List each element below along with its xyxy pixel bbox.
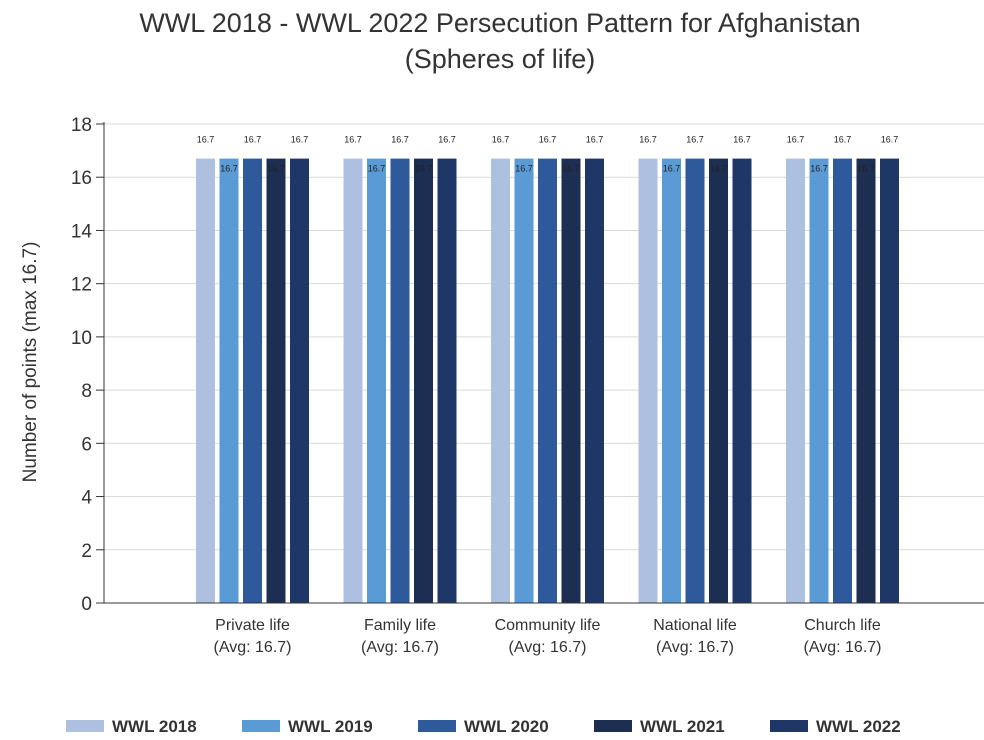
bar — [638, 158, 658, 603]
data-label: 16.7 — [586, 135, 604, 145]
data-label: 16.7 — [663, 164, 681, 174]
legend-label: WWL 2019 — [288, 717, 373, 736]
data-label: 16.7 — [733, 135, 751, 145]
y-tick-label: 4 — [81, 488, 92, 509]
x-tick-sublabel: (Avg: 16.7) — [804, 639, 882, 656]
legend-label: WWL 2021 — [640, 717, 725, 736]
data-label: 16.7 — [391, 135, 409, 145]
bar — [390, 158, 410, 603]
bar — [196, 158, 215, 603]
data-label: 16.7 — [344, 135, 362, 145]
x-tick-sublabel: (Avg: 16.7) — [361, 639, 439, 656]
x-tick-sublabel: (Avg: 16.7) — [214, 639, 292, 656]
bar — [437, 158, 457, 603]
data-label: 16.7 — [857, 164, 875, 174]
data-label: 16.7 — [539, 135, 557, 145]
legend-item[interactable]: WWL 2020 — [418, 717, 549, 736]
data-label: 16.7 — [492, 135, 510, 145]
chart-title: WWL 2018 - WWL 2022 Persecution Pattern … — [139, 8, 860, 38]
data-label: 16.7 — [810, 164, 828, 174]
legend-swatch — [418, 720, 456, 732]
y-tick-label: 10 — [71, 328, 92, 349]
legend-item[interactable]: WWL 2021 — [594, 717, 725, 736]
bar — [290, 158, 309, 603]
x-tick-label: Family life — [364, 617, 436, 634]
chart-subtitle: (Spheres of life) — [405, 44, 596, 74]
legend-item[interactable]: WWL 2019 — [242, 717, 373, 736]
bar — [343, 158, 363, 603]
bar — [219, 158, 239, 603]
bar — [243, 158, 262, 603]
axes: 0 2 4 6 8 10 12 14 16 18 — [71, 115, 984, 615]
data-label: 16.7 — [787, 135, 805, 145]
x-tick-sublabel: (Avg: 16.7) — [656, 639, 734, 656]
x-tick-labels: Private life (Avg: 16.7) Family life (Avg: … — [214, 617, 882, 656]
x-tick-label: Church life — [804, 617, 881, 634]
bar — [367, 158, 386, 603]
data-label: 16.7 — [710, 164, 728, 174]
data-label: 16.7 — [291, 135, 309, 145]
y-tick-label: 8 — [81, 381, 92, 402]
x-tick-label: Community life — [495, 617, 601, 634]
legend-swatch — [66, 720, 104, 732]
data-label: 16.7 — [244, 135, 262, 145]
y-tick-label: 12 — [71, 275, 92, 296]
data-label: 16.7 — [515, 164, 533, 174]
bar — [856, 158, 876, 603]
data-label: 16.7 — [368, 164, 386, 174]
data-label: 16.7 — [686, 135, 704, 145]
x-tick-label: National life — [653, 617, 737, 634]
bar — [880, 158, 899, 603]
data-label: 16.7 — [267, 164, 285, 174]
legend-label: WWL 2022 — [816, 717, 901, 736]
data-label: 16.7 — [415, 164, 433, 174]
legend-label: WWL 2018 — [112, 717, 197, 736]
bar — [786, 158, 805, 603]
legend-item[interactable]: WWL 2022 — [770, 717, 901, 736]
legend[interactable]: WWL 2018 WWL 2019 WWL 2020 WWL 2021 WWL 2022 — [66, 717, 901, 736]
bar — [809, 158, 829, 603]
legend-item[interactable]: WWL 2018 — [66, 717, 197, 736]
bar — [561, 158, 581, 603]
legend-swatch — [770, 720, 808, 732]
x-tick-label: Private life — [215, 617, 290, 634]
y-tick-label: 6 — [81, 434, 92, 455]
legend-label: WWL 2020 — [464, 717, 549, 736]
bar — [833, 158, 852, 603]
legend-swatch — [242, 720, 280, 732]
y-tick-label: 18 — [71, 115, 92, 136]
bar — [266, 158, 286, 603]
bar — [414, 158, 433, 603]
y-tick-label: 0 — [81, 594, 92, 615]
bar — [685, 158, 705, 603]
bar — [662, 158, 681, 603]
data-label: 16.7 — [639, 135, 657, 145]
y-axis-title: Number of points (max 16.7) — [20, 242, 41, 483]
bar — [585, 158, 604, 603]
data-label: 16.7 — [438, 135, 456, 145]
bar — [709, 158, 728, 603]
data-label: 16.7 — [834, 135, 852, 145]
bar — [491, 158, 510, 603]
legend-swatch — [594, 720, 632, 732]
bar — [538, 158, 557, 603]
y-tick-label: 16 — [71, 168, 92, 189]
data-label: 16.7 — [220, 164, 238, 174]
data-label: 16.7 — [562, 164, 580, 174]
bar — [732, 158, 752, 603]
data-labels: 16.7 16.7 16.7 16.7 16.7 16.7 16.7 16.7 16.7 16.7… — [197, 135, 899, 174]
bars — [196, 158, 899, 603]
y-tick-label: 14 — [71, 221, 93, 242]
y-tick-label: 2 — [81, 541, 92, 562]
x-tick-sublabel: (Avg: 16.7) — [509, 639, 587, 656]
data-label: 16.7 — [197, 135, 215, 145]
bar — [514, 158, 534, 603]
data-label: 16.7 — [881, 135, 899, 145]
